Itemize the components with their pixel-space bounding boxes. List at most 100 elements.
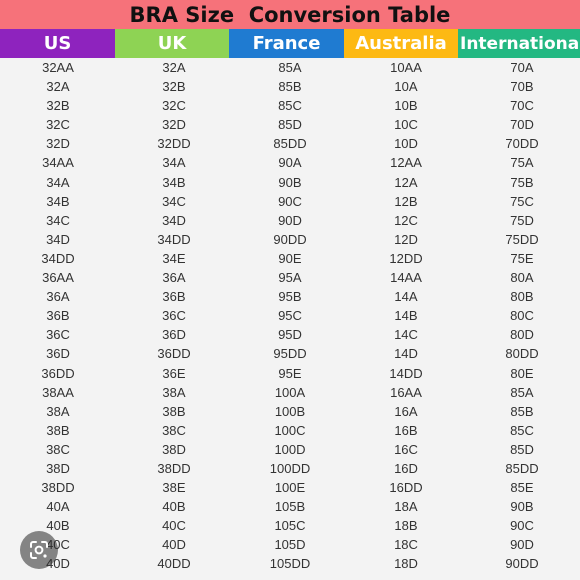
cell-australia: 10B: [394, 98, 418, 114]
cell-international: 70A: [510, 60, 534, 75]
cell-international: 80DD: [505, 346, 539, 362]
cell-international: 80B: [510, 289, 534, 305]
cell-australia: 16AA: [390, 384, 422, 400]
cell-australia: 14A: [394, 289, 418, 305]
cell-australia: 14B: [394, 308, 418, 324]
cell-australia: 14D: [394, 346, 418, 362]
cell-france: 90A: [278, 155, 302, 171]
table-title-bar: BRA Size Conversion Table: [0, 0, 580, 29]
cell-international: 75C: [510, 193, 534, 209]
cell-australia: 10C: [394, 117, 418, 133]
cell-france: 95DD: [273, 346, 307, 362]
cell-international: 75DD: [505, 231, 539, 247]
cell-france: 105D: [274, 537, 306, 553]
cell-us: 40B: [46, 518, 70, 534]
cell-uk: 32D: [162, 117, 186, 133]
table-row: 34B 34C 90C 12B 75C: [0, 192, 580, 211]
cell-uk: 38D: [162, 441, 186, 457]
cell-international: 75B: [510, 174, 534, 190]
cell-uk: 36B: [162, 289, 186, 305]
cell-us: 36C: [46, 327, 70, 343]
cell-international: 75D: [510, 212, 534, 228]
cell-international: 85DD: [505, 460, 539, 476]
cell-us: 32A: [46, 79, 70, 95]
cell-france: 90C: [278, 193, 302, 209]
cell-international: 85C: [510, 422, 534, 438]
table-row: 40D 40DD 105DD 18D 90DD: [0, 554, 580, 573]
cell-france: 100B: [274, 403, 306, 419]
cell-france: 85D: [278, 117, 302, 133]
cell-australia: 12A: [394, 174, 418, 190]
cell-international: 70C: [510, 98, 534, 114]
cell-international: 70B: [510, 79, 534, 95]
cell-australia: 14DD: [389, 365, 423, 381]
cell-australia: 12C: [394, 212, 418, 228]
table-row: 34C 34D 90D 12C 75D: [0, 211, 580, 230]
cell-australia: 16C: [394, 441, 418, 457]
cell-australia: 10AA: [390, 60, 422, 75]
cell-france: 105B: [274, 499, 306, 515]
cell-france: 90E: [278, 250, 302, 266]
cell-international: 85E: [510, 480, 534, 496]
cell-international: 85A: [510, 384, 534, 400]
cell-us: 40C: [46, 537, 70, 553]
cell-uk: 34E: [162, 250, 186, 266]
cell-us: 36A: [46, 289, 70, 305]
cell-uk: 38A: [162, 384, 186, 400]
column-header-france: France: [229, 29, 344, 58]
cell-us: 34C: [46, 212, 70, 228]
cell-france: 95B: [278, 289, 302, 305]
cell-international: 80E: [510, 365, 534, 381]
cell-australia: 14AA: [390, 270, 422, 286]
conversion-table-body: 32AA 32A 85A 10AA 70A 32A 32B 85B 10A 70B 32B 32C 85…: [0, 58, 580, 574]
lens-search-button[interactable]: [20, 531, 58, 569]
table-row: 36DD 36E 95E 14DD 80E: [0, 364, 580, 383]
cell-australia: 18D: [394, 556, 418, 572]
column-header-us: US: [0, 29, 115, 58]
cell-us: 32C: [46, 117, 70, 133]
table-row: 38C 38D 100D 16C 85D: [0, 440, 580, 459]
table-row: 38DD 38E 100E 16DD 85E: [0, 478, 580, 497]
table-row: 40C 40D 105D 18C 90D: [0, 535, 580, 554]
cell-international: 80D: [510, 327, 534, 343]
cell-australia: 16DD: [389, 480, 423, 496]
cell-france: 95A: [278, 270, 302, 286]
cell-us: 38B: [46, 422, 70, 438]
cell-australia: 14C: [394, 327, 418, 343]
cell-us: 34AA: [42, 155, 74, 171]
cell-us: 36DD: [41, 365, 75, 381]
cell-us: 38AA: [42, 384, 74, 400]
cell-international: 75E: [510, 250, 534, 266]
cell-uk: 34DD: [157, 231, 191, 247]
table-row: 36AA 36A 95A 14AA 80A: [0, 268, 580, 287]
cell-uk: 40D: [162, 537, 186, 553]
cell-france: 95C: [278, 308, 302, 324]
cell-international: 70D: [510, 117, 534, 133]
cell-uk: 36D: [162, 327, 186, 343]
table-row: 32A 32B 85B 10A 70B: [0, 77, 580, 96]
cell-international: 90D: [510, 537, 534, 553]
cell-us: 40D: [46, 556, 70, 572]
cell-us: 38A: [46, 403, 70, 419]
cell-france: 85B: [278, 79, 302, 95]
cell-us: 40A: [46, 499, 70, 515]
cell-australia: 10A: [394, 79, 418, 95]
cell-international: 80A: [510, 270, 534, 286]
table-row: 38D 38DD 100DD 16D 85DD: [0, 459, 580, 478]
table-row: 32AA 32A 85A 10AA 70A: [0, 58, 580, 77]
cell-international: 90B: [510, 499, 534, 515]
google-lens-icon: [30, 541, 48, 559]
cell-uk: 32A: [162, 60, 186, 75]
cell-us: 36B: [46, 308, 70, 324]
table-row: 34AA 34A 90A 12AA 75A: [0, 153, 580, 172]
cell-france: 90D: [278, 212, 302, 228]
cell-australia: 12DD: [389, 250, 423, 266]
cell-us: 34DD: [41, 250, 75, 266]
cell-uk: 32B: [162, 79, 186, 95]
table-row: 36D 36DD 95DD 14D 80DD: [0, 344, 580, 363]
table-title: BRA Size Conversion Table: [129, 2, 451, 27]
cell-france: 105DD: [269, 556, 311, 572]
table-row: 38B 38C 100C 16B 85C: [0, 421, 580, 440]
cell-uk: 36A: [162, 270, 186, 286]
cell-uk: 36DD: [157, 346, 191, 362]
